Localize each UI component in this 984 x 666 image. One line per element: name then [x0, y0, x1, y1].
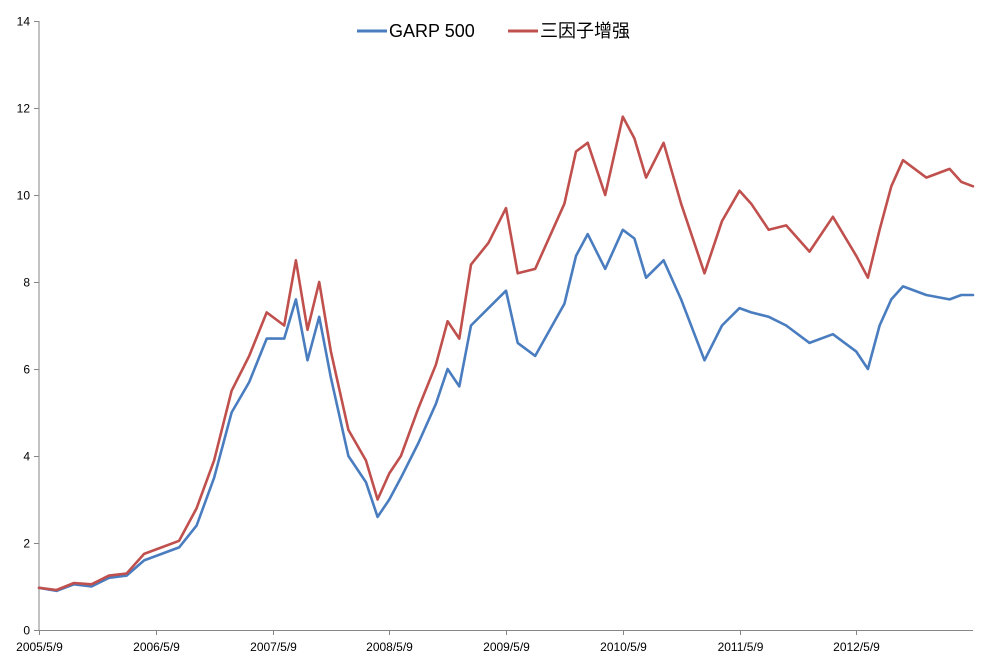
x-tick-label: 2009/5/9 — [483, 640, 530, 654]
y-tick-label: 2 — [23, 537, 30, 551]
y-tick-label: 8 — [23, 276, 30, 290]
y-tick-label: 12 — [17, 102, 31, 116]
y-tick-label: 0 — [23, 624, 30, 638]
y-tick-label: 14 — [17, 15, 31, 29]
series-line-garp-500 — [37, 228, 975, 593]
y-tick-label: 10 — [17, 189, 31, 203]
x-tick-label: 2005/5/9 — [16, 640, 63, 654]
legend-label: 三因子增强 — [540, 21, 630, 41]
x-tick-label: 2012/5/9 — [833, 640, 880, 654]
y-axis: 0 2 4 6 8 10 12 14 — [17, 15, 40, 638]
y-tick-label: 6 — [23, 363, 30, 377]
y-tick-label: 4 — [23, 450, 30, 464]
series-layer — [37, 115, 975, 593]
x-tick-label: 2006/5/9 — [133, 640, 180, 654]
x-tick-label: 2008/5/9 — [366, 640, 413, 654]
legend: GARP 500 三因子增强 — [357, 21, 630, 41]
legend-label: GARP 500 — [389, 21, 475, 41]
series-line-three-factor-enhanced — [37, 115, 975, 592]
x-axis: 2005/5/9 2006/5/9 2007/5/9 2008/5/9 2009/5/9… — [16, 630, 973, 654]
x-tick-label: 2007/5/9 — [250, 640, 297, 654]
x-tick-label: 2010/5/9 — [600, 640, 647, 654]
x-tick-label: 2011/5/9 — [718, 640, 764, 654]
